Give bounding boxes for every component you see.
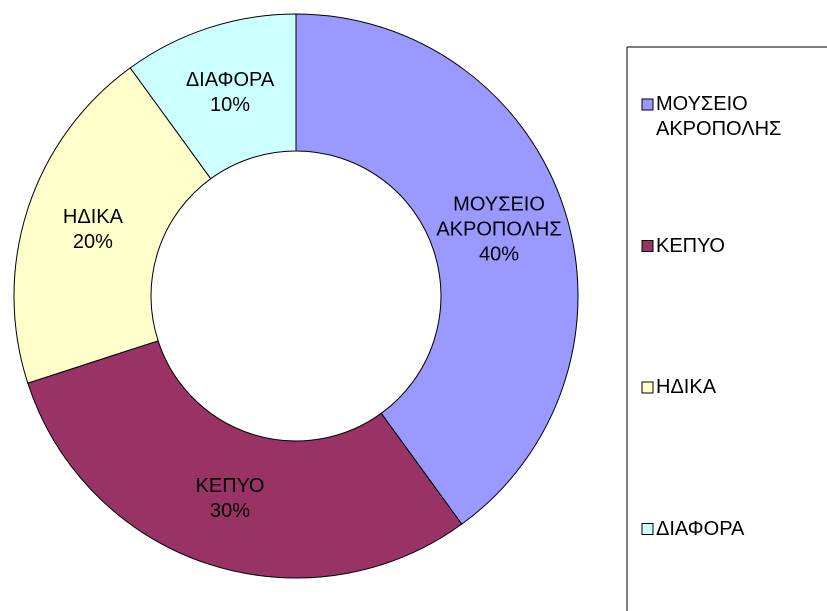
slice-category: ΜΟΥΣΕΙΟ ΑΚΡΟΠΟΛΗΣ — [436, 193, 562, 241]
legend-label: ΜΟΥΣΕΙΟ ΑΚΡΟΠΟΛΗΣ — [656, 93, 782, 140]
slice-label: ΜΟΥΣΕΙΟ ΑΚΡΟΠΟΛΗΣ 40% — [419, 193, 579, 268]
legend-swatch — [641, 240, 654, 252]
legend-swatch — [641, 523, 654, 535]
slice-category: ΗΔΙΚΑ — [62, 206, 123, 229]
slice-category: ΔΙΑΦΟΡΑ — [185, 68, 275, 91]
slice-label: ΔΙΑΦΟΡΑ 10% — [150, 68, 310, 118]
slice-value: 10% — [210, 93, 251, 116]
donut-slice — [295, 13, 579, 525]
legend-swatch — [641, 98, 654, 111]
slice-value: 20% — [72, 231, 113, 254]
donut-slice — [13, 67, 212, 384]
slice-label: ΗΔΙΚΑ 20% — [13, 205, 173, 255]
legend-label: ΔΙΑΦΟΡΑ — [656, 517, 745, 540]
slice-category: ΚΕΠΥΟ — [195, 475, 265, 498]
slice-value: 40% — [479, 243, 520, 266]
legend-label: ΚΕΠΥΟ — [656, 234, 725, 257]
legend-swatch — [641, 381, 654, 394]
donut-slice — [129, 13, 297, 180]
slice-label: ΚΕΠΥΟ 30% — [150, 474, 310, 524]
slice-value: 30% — [210, 500, 251, 523]
legend-label: ΗΔΙΚΑ — [656, 376, 717, 398]
donut-slice — [27, 340, 463, 579]
